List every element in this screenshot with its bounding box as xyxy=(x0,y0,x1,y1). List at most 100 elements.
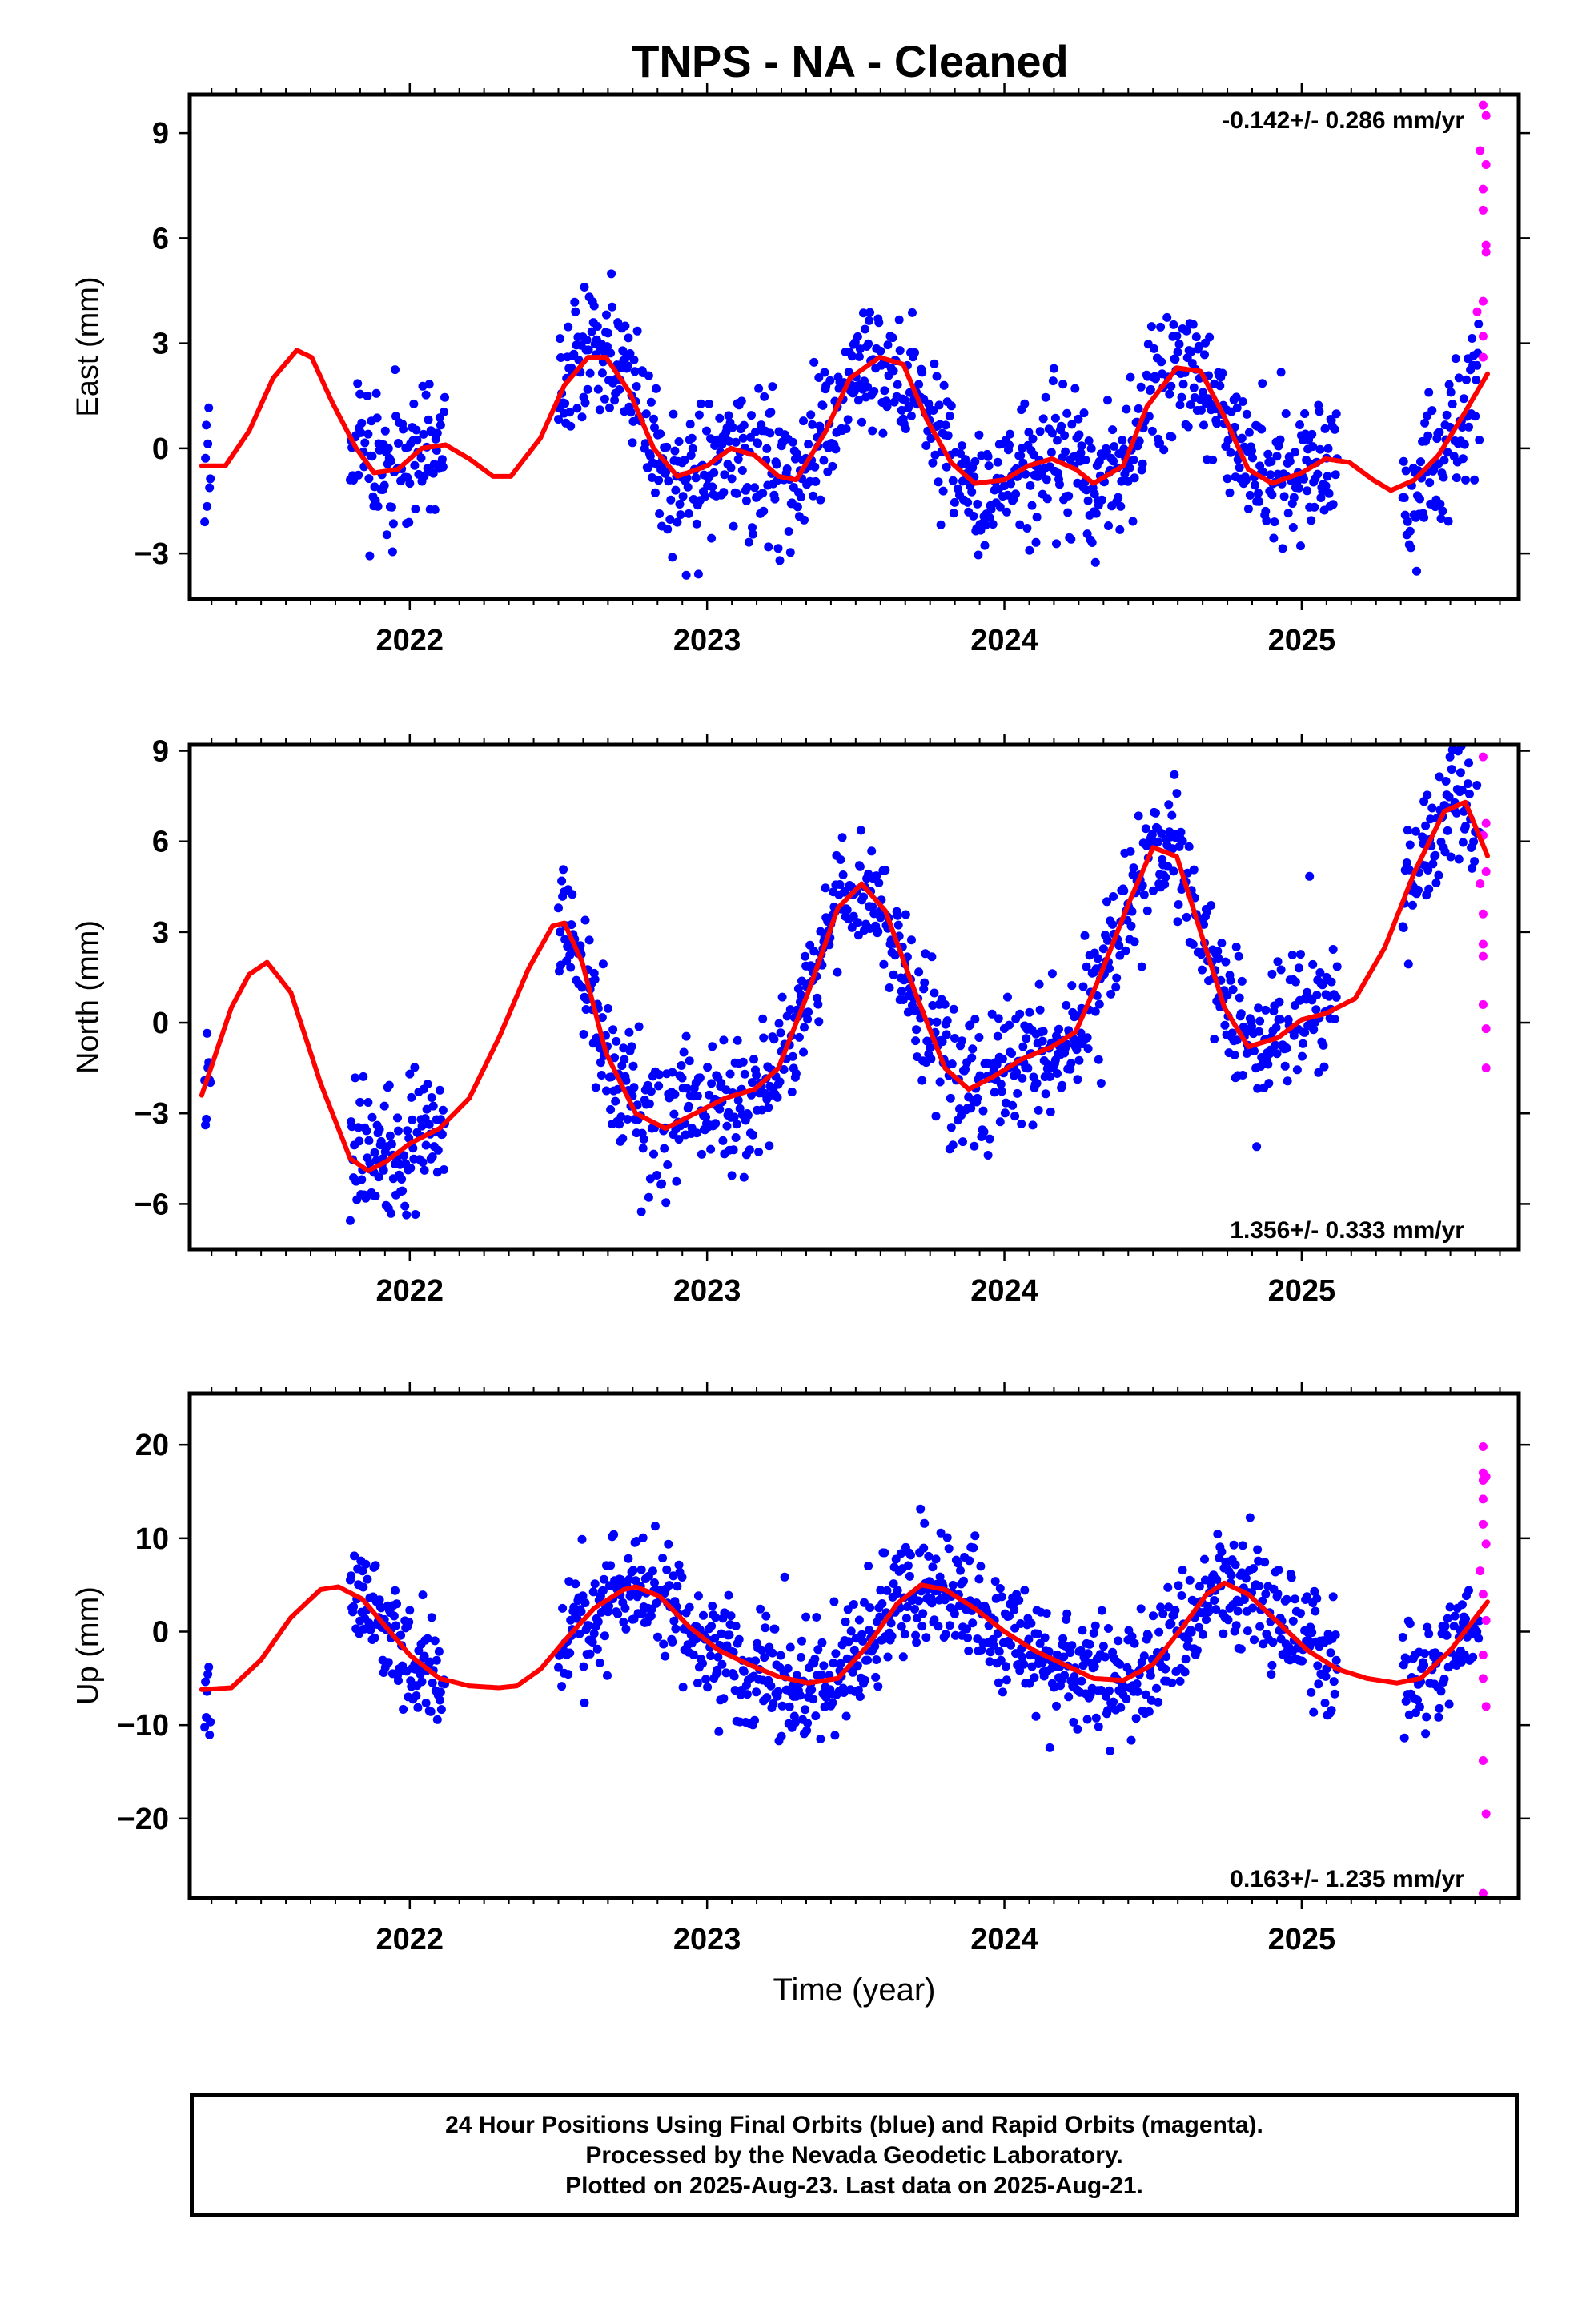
panel-1: 2022 2023 2024 2025 −3 0 3 6 9 East (mm) -0.142+/-… xyxy=(71,83,1530,657)
final-orbit-point xyxy=(373,501,383,511)
final-orbit-point xyxy=(1138,459,1147,468)
final-orbit-point xyxy=(606,1561,616,1570)
final-orbit-point xyxy=(1021,469,1030,479)
final-orbit-point xyxy=(1052,1701,1061,1711)
final-orbit-point xyxy=(1275,997,1284,1007)
final-orbit-point xyxy=(1263,449,1273,459)
final-orbit-point xyxy=(816,1735,825,1743)
final-orbit-point xyxy=(995,1117,1005,1127)
final-orbit-point xyxy=(854,352,864,361)
final-orbit-point xyxy=(1102,897,1111,907)
final-orbit-point xyxy=(914,380,924,389)
final-orbit-point xyxy=(591,1083,600,1092)
final-orbit-point xyxy=(803,1015,813,1024)
final-orbit-point xyxy=(717,1629,726,1638)
final-orbit-point xyxy=(1225,488,1235,497)
final-orbit-point xyxy=(855,862,865,871)
final-orbit-point xyxy=(1141,824,1150,834)
final-orbit-point xyxy=(654,476,664,485)
final-orbit-point xyxy=(1164,1602,1174,1612)
y-axis-label: East (mm) xyxy=(71,276,105,416)
final-orbit-point xyxy=(589,1629,599,1638)
final-orbit-point xyxy=(1015,520,1025,529)
final-orbit-point xyxy=(946,1123,956,1132)
final-orbit-point xyxy=(1180,1667,1190,1677)
final-orbit-point xyxy=(722,1121,732,1131)
final-orbit-point xyxy=(1108,425,1118,435)
final-orbit-point xyxy=(1320,1699,1330,1707)
final-orbit-point xyxy=(646,1087,656,1096)
final-orbit-point xyxy=(1074,430,1084,440)
final-orbit-point xyxy=(750,483,759,493)
final-orbit-point xyxy=(600,394,609,404)
final-orbit-point xyxy=(1046,1107,1055,1116)
final-orbit-point xyxy=(962,1624,972,1634)
final-orbit-point xyxy=(945,1621,954,1630)
final-orbit-point xyxy=(693,569,703,579)
final-orbit-point xyxy=(1215,381,1225,391)
final-orbit-point xyxy=(924,1551,934,1561)
final-orbit-point xyxy=(672,1176,681,1186)
final-orbit-point xyxy=(1024,428,1034,437)
final-orbit-point xyxy=(1035,1005,1045,1015)
final-orbit-point xyxy=(1255,497,1264,506)
rapid-orbit-point xyxy=(1481,1702,1491,1711)
final-orbit-point xyxy=(354,1123,363,1132)
final-orbit-point xyxy=(841,424,851,433)
final-orbit-point xyxy=(1166,381,1176,391)
final-orbit-point xyxy=(770,1624,780,1634)
final-orbit-point xyxy=(593,384,603,394)
final-orbit-point xyxy=(1050,413,1060,423)
final-orbit-point xyxy=(349,1602,359,1611)
final-orbit-point xyxy=(715,413,725,423)
final-orbit-point xyxy=(1280,1061,1290,1071)
final-orbit-point xyxy=(870,1642,880,1651)
final-orbit-point xyxy=(417,1121,427,1131)
final-orbit-point xyxy=(721,1668,731,1678)
final-orbit-point xyxy=(1442,410,1452,420)
final-orbit-point xyxy=(367,1112,377,1122)
final-orbit-point xyxy=(1096,1079,1106,1088)
final-orbit-point xyxy=(669,1571,678,1581)
final-orbit-point xyxy=(1046,448,1056,457)
final-orbit-point xyxy=(1018,1042,1028,1051)
final-orbit-point xyxy=(1245,490,1255,500)
final-orbit-point xyxy=(901,424,910,433)
final-orbit-point xyxy=(1078,1661,1088,1671)
final-orbit-point xyxy=(910,1605,919,1614)
final-orbit-point xyxy=(1279,492,1289,501)
final-orbit-point xyxy=(423,1080,432,1089)
final-orbit-point xyxy=(1441,777,1451,786)
final-orbit-point xyxy=(597,1013,607,1023)
final-orbit-point xyxy=(1434,1712,1443,1722)
final-orbit-point xyxy=(914,1596,924,1606)
final-orbit-point xyxy=(1053,436,1062,445)
final-orbit-point xyxy=(1300,409,1310,418)
final-orbit-point xyxy=(1238,1541,1247,1550)
final-orbit-point xyxy=(1126,1735,1136,1745)
final-orbit-point xyxy=(651,488,660,497)
final-orbit-point xyxy=(387,547,397,557)
final-orbit-point xyxy=(1066,1648,1075,1658)
final-orbit-point xyxy=(408,1144,418,1153)
final-orbit-point xyxy=(620,321,630,331)
final-orbit-point xyxy=(1045,1072,1054,1081)
final-orbit-point xyxy=(874,879,884,887)
final-orbit-point xyxy=(932,1017,942,1027)
final-orbit-point xyxy=(1106,989,1116,999)
final-orbit-point xyxy=(411,1210,420,1219)
final-orbit-point xyxy=(761,1623,770,1633)
final-orbit-point xyxy=(948,476,958,485)
final-orbit-point xyxy=(1328,1592,1338,1602)
final-orbit-point xyxy=(391,1621,400,1630)
final-orbit-point xyxy=(1082,1033,1092,1043)
final-orbit-point xyxy=(1170,355,1180,364)
final-orbit-point xyxy=(1082,1715,1092,1724)
final-orbit-point xyxy=(934,400,944,410)
final-orbit-point xyxy=(677,1061,686,1070)
final-orbit-point xyxy=(1242,409,1251,419)
rapid-orbit-point xyxy=(1478,752,1488,762)
final-orbit-point xyxy=(777,992,787,1002)
final-orbit-point xyxy=(1442,1630,1452,1640)
final-orbit-point xyxy=(979,1127,989,1136)
